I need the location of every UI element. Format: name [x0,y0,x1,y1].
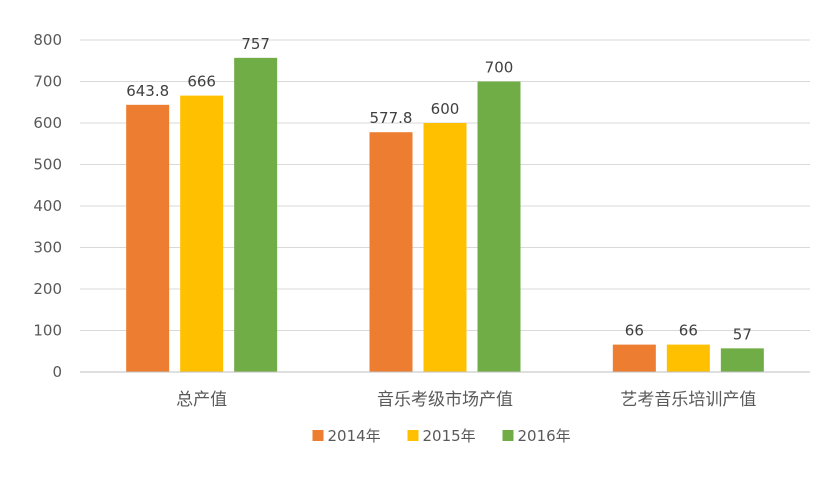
data-label: 757 [241,35,270,53]
y-tick-label: 300 [33,239,62,257]
bar [612,344,656,372]
bars [126,57,764,373]
y-tick-label: 0 [52,363,62,381]
legend-label: 2015年 [423,427,476,445]
y-tick-label: 600 [33,114,62,132]
y-tick-label: 100 [33,322,62,340]
legend-swatch [312,430,324,441]
legend-swatch [502,430,514,441]
data-label: 700 [485,59,514,77]
bar [126,104,170,372]
x-category-label: 音乐考级市场产值 [377,390,513,410]
bar [477,81,521,372]
y-tick-label: 200 [33,280,62,298]
bar [369,132,413,372]
y-axis-ticks: 0 100 200 300 400 500 600 700 800 [33,31,62,381]
data-label: 666 [187,73,216,91]
x-category-label: 总产值 [176,390,227,410]
data-labels: 643.8 666 757 577.8 600 700 66 66 57 [126,35,752,344]
legend: 2014年 2015年 2016年 [312,427,571,445]
y-tick-label: 500 [33,156,62,174]
data-label: 577.8 [370,109,413,127]
x-axis-categories: 总产值 音乐考级市场产值 艺考音乐培训产值 [176,390,756,410]
data-label: 66 [625,322,644,340]
legend-label: 2016年 [518,427,571,445]
y-tick-label: 400 [33,197,62,215]
bar [423,123,467,372]
data-label: 643.8 [126,82,169,100]
x-category-label: 艺考音乐培训产值 [620,390,756,410]
bar [720,348,764,372]
bar [234,57,278,372]
legend-swatch [407,430,419,441]
data-label: 57 [733,325,752,343]
bar [180,95,224,373]
legend-label: 2014年 [328,427,381,445]
data-label: 600 [431,100,460,118]
y-tick-label: 700 [33,73,62,91]
bar [666,344,710,372]
y-tick-label: 800 [33,31,62,49]
data-label: 66 [679,322,698,340]
